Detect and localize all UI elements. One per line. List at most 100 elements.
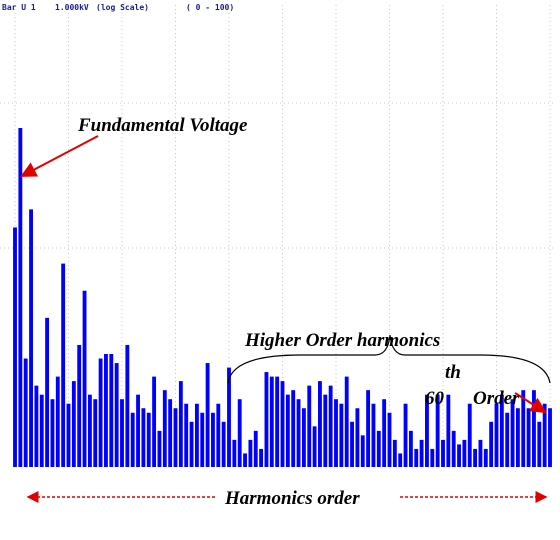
bar [376, 430, 381, 467]
bar [344, 376, 349, 467]
header-label: 1.000kV [55, 3, 89, 12]
bar [430, 448, 435, 467]
bar [66, 403, 71, 467]
bar [269, 376, 274, 467]
bar [403, 403, 408, 467]
bar [248, 439, 253, 467]
bar [45, 317, 50, 467]
bar [526, 408, 531, 467]
bar [494, 403, 499, 467]
bar [168, 399, 173, 467]
annotation: Fundamental Voltage [77, 115, 248, 136]
arrow [514, 392, 547, 414]
bar [360, 435, 365, 467]
bar [18, 128, 23, 467]
bar [521, 390, 526, 467]
bar [515, 408, 520, 467]
bar [446, 394, 451, 467]
bar [184, 403, 189, 467]
bar [323, 394, 328, 467]
bar [312, 426, 317, 467]
bar [211, 412, 215, 467]
bar [82, 290, 87, 467]
bar [120, 399, 124, 467]
bar [537, 421, 542, 467]
bar [532, 390, 536, 467]
bar [71, 381, 76, 467]
bar [451, 430, 456, 467]
bar [462, 439, 467, 467]
bar [285, 394, 290, 467]
bar [366, 390, 371, 467]
bar [489, 421, 494, 467]
bar [291, 390, 296, 467]
x-axis-label: Harmonics order [224, 488, 360, 509]
bars [13, 128, 552, 468]
bar [542, 403, 547, 467]
bar [296, 399, 301, 467]
bar [441, 439, 445, 467]
bar [350, 421, 354, 467]
bar [419, 439, 424, 467]
bar [243, 453, 247, 467]
header-label: Bar U 1 [2, 3, 36, 12]
bar [232, 439, 237, 467]
bar [264, 372, 269, 467]
bar [355, 408, 360, 467]
bar [189, 421, 194, 467]
bar [23, 358, 28, 467]
bar [216, 403, 221, 467]
bar [162, 390, 167, 467]
bar [55, 376, 60, 467]
bar [499, 394, 504, 467]
bar [146, 412, 151, 467]
bar [457, 444, 461, 467]
bar [392, 439, 397, 467]
bar [548, 408, 552, 467]
bar [408, 430, 413, 467]
bar [414, 448, 419, 467]
bar [339, 403, 344, 467]
bar [61, 263, 66, 467]
header-label: (log Scale) [96, 3, 149, 12]
bar [275, 376, 280, 467]
bar [98, 358, 103, 467]
bar [173, 408, 178, 467]
bar [334, 399, 338, 467]
bar [152, 376, 157, 467]
arrow [20, 135, 99, 177]
bar [382, 399, 387, 467]
bar [205, 363, 210, 467]
bar [483, 448, 488, 467]
brace [227, 334, 551, 384]
bar [39, 394, 44, 467]
bar [227, 367, 231, 467]
bar [371, 403, 376, 467]
bar [141, 408, 146, 467]
bar [435, 394, 440, 467]
bar [114, 363, 119, 467]
bar [34, 385, 39, 467]
bar [398, 453, 403, 467]
annotation: th [445, 362, 461, 383]
annotation: 60 [425, 388, 445, 409]
bar [13, 227, 17, 467]
bar [253, 430, 258, 467]
bar [478, 439, 483, 467]
bar [109, 354, 114, 467]
annotation: Higher Order harmonics [244, 330, 440, 351]
bar [221, 421, 226, 467]
bar [77, 344, 82, 467]
bar [425, 394, 429, 467]
bar [87, 394, 92, 467]
bar [280, 381, 285, 467]
bar [510, 399, 515, 467]
bar [104, 354, 108, 467]
bar [178, 381, 183, 467]
bar [93, 399, 98, 467]
bar [237, 399, 242, 467]
header-label: ( 0 - 100) [186, 3, 234, 12]
bar [387, 412, 392, 467]
